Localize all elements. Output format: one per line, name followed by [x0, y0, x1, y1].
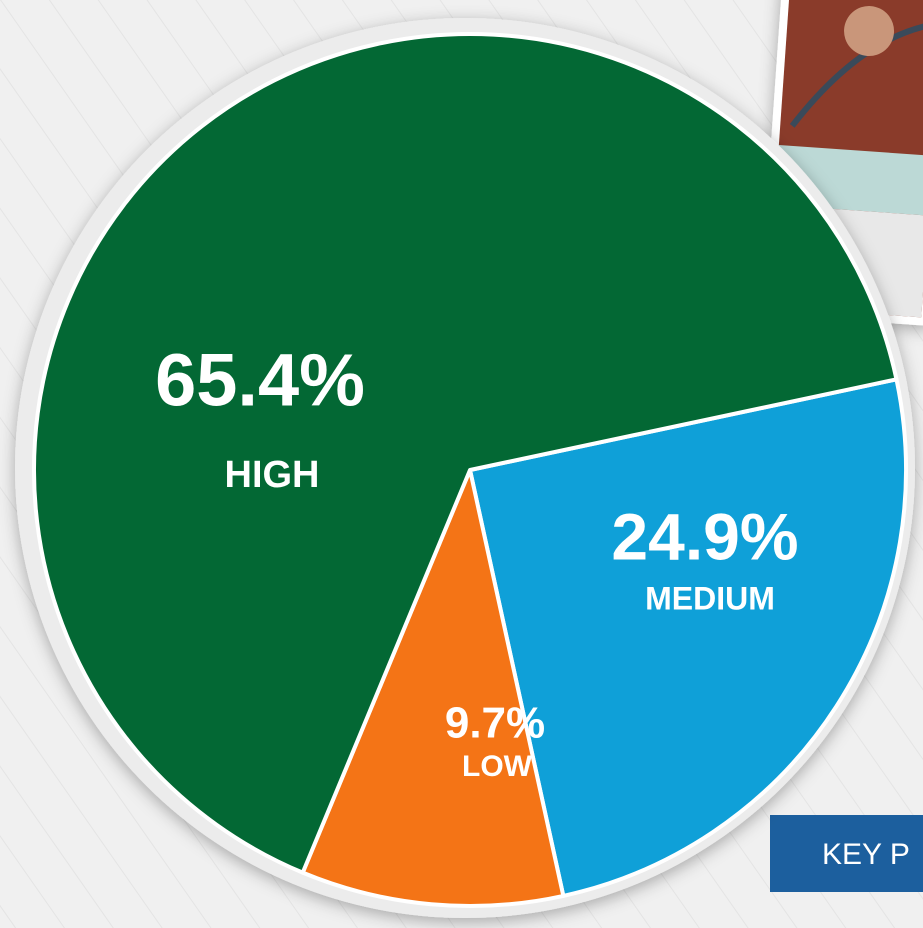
value-label: 9.7% [445, 699, 545, 748]
labels: 24.9% MEDIUM 9.7%LOW 65.4% HIGH [155, 339, 798, 783]
value-label: 65.4% [155, 339, 365, 422]
category-label: HIGH [225, 454, 320, 496]
pie-slice [32, 32, 899, 875]
pie [32, 32, 908, 908]
value-label: 24.9% [611, 499, 798, 573]
banner-text: KEY P [822, 838, 910, 871]
category-label: MEDIUM [645, 580, 775, 616]
category-label: LOW [462, 750, 533, 783]
pie-slice [468, 377, 908, 898]
pie-slice [300, 468, 566, 908]
banner [770, 815, 923, 892]
